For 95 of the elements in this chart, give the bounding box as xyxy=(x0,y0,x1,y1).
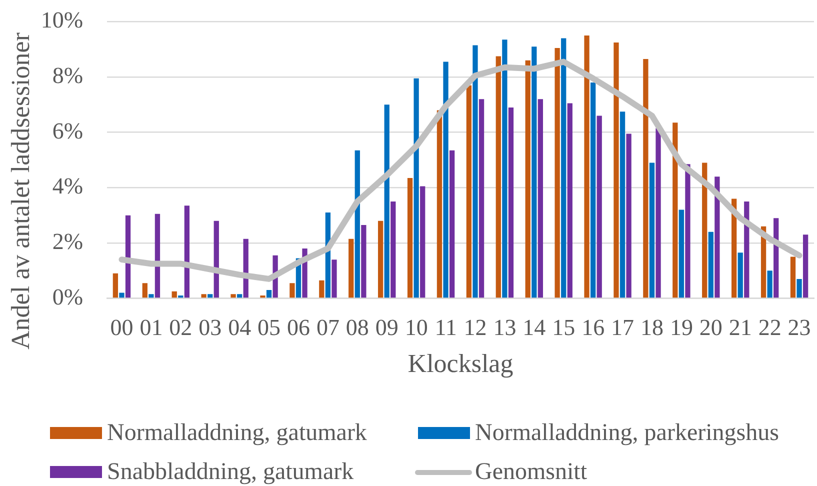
bar xyxy=(802,234,808,298)
x-tick-label: 16 xyxy=(582,315,605,340)
bar xyxy=(649,162,655,298)
bar xyxy=(142,283,148,298)
bar xyxy=(590,82,596,298)
x-tick-label: 01 xyxy=(140,315,163,340)
bar xyxy=(626,134,632,298)
bar xyxy=(708,232,714,298)
y-tick-label: 10% xyxy=(40,8,83,33)
bar xyxy=(538,99,544,298)
bar xyxy=(112,273,118,298)
bar xyxy=(620,112,626,298)
y-tick-label: 0% xyxy=(52,284,83,310)
x-tick-label: 10 xyxy=(404,315,428,340)
x-tick-label: 19 xyxy=(670,315,693,340)
y-tick-label: 6% xyxy=(52,118,83,144)
bar xyxy=(525,60,530,298)
bar xyxy=(466,85,472,298)
x-tick-label: 05 xyxy=(258,315,281,340)
x-tick-label: 13 xyxy=(493,315,516,340)
bar xyxy=(596,116,602,298)
bar xyxy=(236,294,242,298)
bar xyxy=(290,283,295,298)
bar xyxy=(266,290,272,298)
x-tick-label: 22 xyxy=(758,315,782,340)
bar xyxy=(702,162,708,298)
x-tick-label: 06 xyxy=(286,315,310,340)
bar xyxy=(319,280,324,298)
bar xyxy=(685,164,690,298)
bar xyxy=(643,59,648,298)
bar xyxy=(420,186,426,298)
x-tick-label: 12 xyxy=(464,315,487,340)
bar xyxy=(678,210,684,298)
bar xyxy=(656,128,661,298)
x-tick-label: 04 xyxy=(228,315,252,340)
bar xyxy=(672,122,678,298)
x-tick-label: 21 xyxy=(728,315,752,340)
bar xyxy=(767,270,772,298)
x-tick-label: 15 xyxy=(552,315,576,340)
x-tick-label: 20 xyxy=(699,315,722,340)
bar xyxy=(567,103,572,298)
bar xyxy=(449,150,455,298)
bar xyxy=(348,238,354,298)
bar xyxy=(361,225,366,298)
bar xyxy=(478,99,484,298)
bar xyxy=(332,260,337,298)
legend-label: Normalladdning, gatumark xyxy=(107,419,367,448)
bar xyxy=(378,220,384,298)
x-tick-label: 11 xyxy=(434,315,457,340)
legend-label: Snabbladdning, gatumark xyxy=(107,458,354,486)
bar xyxy=(390,201,396,298)
bar xyxy=(790,256,796,298)
bar xyxy=(208,294,213,298)
bar xyxy=(584,36,590,298)
y-axis-title: Andel av antalet laddsessioner xyxy=(6,32,35,350)
x-tick-label: 00 xyxy=(110,315,134,340)
x-tick-label: 09 xyxy=(375,315,398,340)
bar xyxy=(502,40,508,298)
bar xyxy=(554,48,560,298)
bar xyxy=(436,110,442,298)
legend-label: Normalladdning, parkeringshus xyxy=(475,419,779,448)
bar xyxy=(172,291,177,298)
bar xyxy=(738,252,743,298)
bar xyxy=(148,294,154,298)
x-tick-label: 03 xyxy=(198,315,222,340)
x-tick-label: 14 xyxy=(522,315,546,340)
x-axis-title: Klockslag xyxy=(408,348,514,378)
bar xyxy=(508,107,514,298)
bar xyxy=(384,104,390,298)
legend-label: Genomsnitt xyxy=(475,458,587,486)
bar xyxy=(407,178,413,298)
bar xyxy=(472,45,478,298)
bar xyxy=(201,294,206,298)
bar xyxy=(561,38,566,298)
bar xyxy=(119,292,124,298)
bar xyxy=(614,42,619,298)
x-tick-label: 17 xyxy=(611,315,634,340)
bar xyxy=(714,176,720,298)
bar xyxy=(154,214,160,298)
y-tick-label: 2% xyxy=(52,229,83,254)
bar xyxy=(532,46,537,298)
x-tick-label: 23 xyxy=(788,315,811,340)
bar xyxy=(184,206,190,298)
x-tick-label: 18 xyxy=(640,315,664,340)
y-tick-label: 8% xyxy=(52,63,83,88)
bar xyxy=(796,278,802,298)
bar xyxy=(230,294,236,298)
bar xyxy=(414,78,419,298)
x-tick-label: 02 xyxy=(169,315,192,340)
x-tick-label: 07 xyxy=(316,315,340,340)
bar xyxy=(443,62,448,298)
x-tick-label: 08 xyxy=(346,315,369,340)
bar xyxy=(496,56,501,298)
y-tick-label: 4% xyxy=(52,174,83,199)
bar xyxy=(354,150,360,298)
